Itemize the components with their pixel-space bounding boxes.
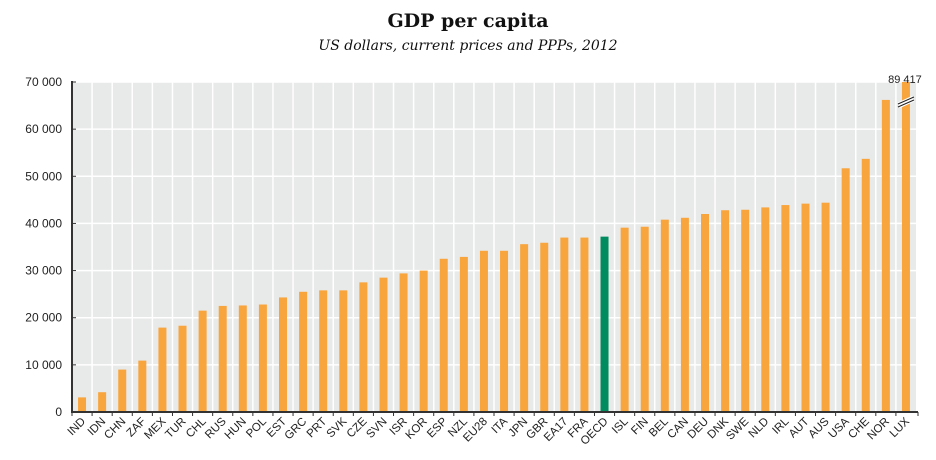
x-tick-label: USA (827, 415, 852, 440)
x-tick-label: FIN (629, 416, 651, 438)
x-tick-label: DEU (685, 416, 711, 442)
bar-svn (379, 277, 388, 412)
x-tick-label: RUS (203, 415, 229, 441)
x-tick-label: AUT (787, 416, 812, 441)
y-tick-label: 60 000 (25, 122, 62, 136)
x-tick-label: NLD (747, 416, 772, 441)
x-tick-label: CHL (184, 415, 209, 440)
x-tick-label: POL (244, 415, 269, 440)
bar-gbr (540, 242, 549, 412)
bar-dnk (721, 210, 730, 412)
chart-title: GDP per capita (387, 10, 549, 32)
bar-chn (118, 369, 127, 412)
x-tick-label: IND (66, 416, 88, 438)
y-tick-label: 70 000 (25, 75, 62, 89)
bar-mex (158, 327, 167, 412)
bar-swe (741, 209, 750, 412)
axis-break-mark (897, 99, 915, 108)
bar-bel (660, 219, 669, 412)
bar-prt (319, 290, 328, 412)
bar-pol (258, 304, 267, 412)
bar-usa (841, 168, 850, 412)
bar-nld (761, 207, 770, 412)
bar-esp (439, 258, 448, 412)
bar-can (680, 217, 689, 412)
x-tick-label: LUX (888, 415, 913, 440)
axis-break-mark (897, 96, 915, 105)
bar-jpn (520, 244, 529, 412)
bar-aut (801, 203, 810, 412)
data-label-lux: 89 417 (888, 74, 922, 86)
x-tick-label: SVN (364, 416, 389, 441)
x-tick-label: MEX (142, 415, 168, 441)
bar-est (279, 297, 287, 412)
bar-zaf (138, 360, 147, 412)
bar-aus (821, 202, 830, 412)
y-tick-label: 20 000 (25, 311, 62, 325)
bar-fin (640, 226, 649, 412)
bar-kor (419, 270, 428, 412)
bar-irl (781, 205, 790, 412)
bar-fra (580, 237, 589, 412)
x-tick-label: ESP (425, 415, 450, 440)
y-tick-label: 30 000 (25, 264, 62, 278)
chart-subtitle: US dollars, current prices and PPPs, 201… (318, 38, 618, 54)
y-tick-label: 40 000 (25, 216, 62, 230)
bar-nor (881, 99, 890, 413)
x-tick-label: AUS (806, 415, 831, 440)
bar-grc (299, 291, 308, 412)
y-tick-label: 50 000 (25, 169, 62, 183)
bar-idn (98, 392, 107, 412)
x-tick-label: TUR (163, 416, 188, 441)
bar-che (861, 158, 870, 412)
x-tick-label: PRT (305, 416, 330, 441)
bar-oecd (600, 236, 609, 412)
x-tick-label: SWE (724, 415, 751, 442)
x-tick-label: EA17 (542, 416, 570, 444)
y-tick-label: 10 000 (25, 358, 62, 372)
bar-chl (198, 310, 207, 412)
bar-hun (238, 305, 247, 412)
x-tick-label: CHN (102, 416, 128, 442)
bar-lux (901, 82, 910, 412)
x-tick-label: ISL (610, 415, 631, 436)
x-tick-label: GRC (283, 416, 310, 443)
x-tick-label: HUN (223, 416, 249, 442)
x-tick-label: KOR (404, 416, 430, 442)
y-tick-label: 0 (55, 405, 62, 419)
bar-svk (339, 290, 348, 412)
bar-nzl (459, 256, 468, 412)
bar-isl (620, 227, 629, 412)
bar-deu (701, 214, 709, 412)
bar-ind (78, 397, 87, 412)
bar-rus (218, 305, 227, 412)
bar-eu28 (479, 250, 488, 412)
x-tick-label: NOR (865, 416, 892, 443)
x-tick-label: SVK (325, 415, 350, 440)
bar-isr (399, 273, 408, 412)
x-tick-label: CZE (345, 415, 370, 440)
bar-tur (178, 325, 187, 412)
bar-cze (359, 282, 368, 412)
x-tick-label: CAN (665, 416, 691, 442)
bar-ea17 (560, 237, 569, 412)
bar-ita (500, 250, 509, 412)
